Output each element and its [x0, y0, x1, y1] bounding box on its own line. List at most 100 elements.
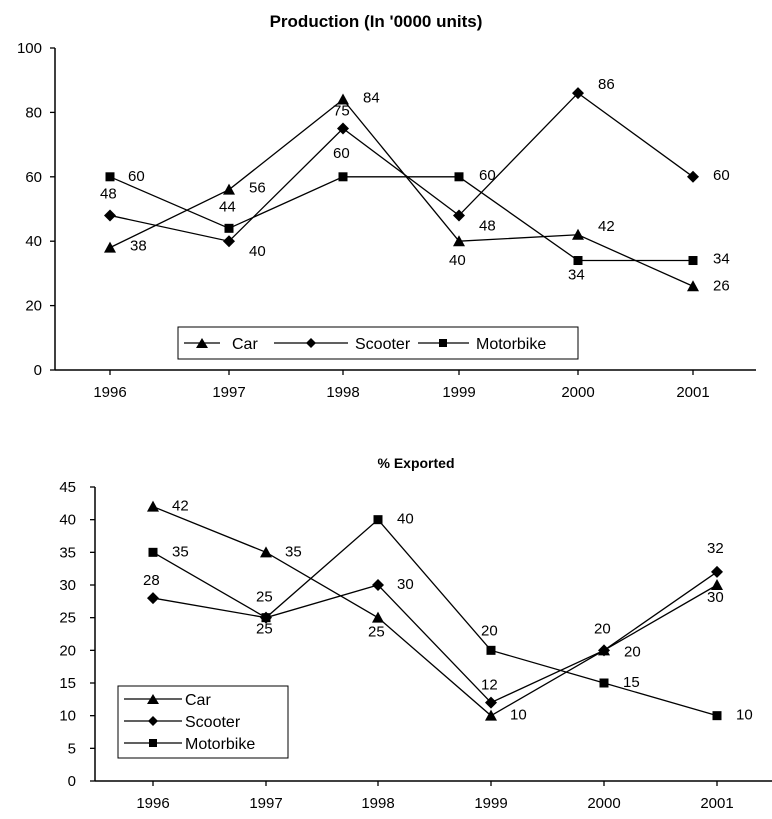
data-point-car [223, 183, 235, 195]
y-tick-label: 80 [25, 104, 42, 121]
legend-label-car: Car [232, 336, 258, 353]
y-tick-label: 40 [25, 233, 42, 250]
data-point-scooter [598, 644, 610, 657]
x-tick-label: 2000 [561, 384, 594, 401]
data-point-scooter [687, 170, 699, 183]
data-label-car: 40 [449, 252, 466, 269]
x-tick-label: 2001 [700, 795, 733, 812]
legend-marker-scooter [148, 716, 158, 726]
data-label-car: 10 [510, 707, 527, 724]
data-label-motorbike: 20 [481, 622, 498, 639]
data-label-car: 38 [130, 238, 147, 255]
data-point-car [337, 93, 349, 105]
series-line-motorbike [109, 176, 693, 262]
series-line-scooter [152, 571, 718, 704]
y-tick-label: 10 [59, 708, 76, 725]
series-line-motorbike [152, 518, 718, 717]
data-point-motorbike [105, 172, 115, 182]
data-point-motorbike [338, 172, 348, 182]
y-tick-label: 20 [25, 298, 42, 315]
legend-label-motorbike: Motorbike [476, 336, 546, 353]
data-point-scooter [572, 87, 584, 100]
data-label-motorbike: 10 [736, 707, 753, 724]
data-point-car [711, 579, 723, 590]
data-label-car: 35 [285, 543, 302, 560]
x-tick-label: 1996 [136, 795, 169, 812]
data-label-motorbike: 34 [713, 251, 730, 268]
legend-label-scooter: Scooter [355, 336, 411, 353]
legend-box [117, 685, 289, 759]
y-tick-label: 0 [68, 773, 76, 790]
data-label-motorbike: 40 [397, 511, 414, 528]
data-point-scooter [453, 209, 465, 222]
data-point-scooter [104, 209, 116, 222]
data-point-motorbike [573, 256, 583, 266]
data-point-scooter [337, 122, 349, 135]
data-point-motorbike [486, 645, 496, 655]
data-label-scooter: 32 [707, 540, 724, 557]
y-tick-label: 100 [17, 40, 42, 57]
data-label-scooter: 28 [143, 572, 160, 589]
chart-title: % Exported [377, 455, 454, 471]
legend-label-scooter: Scooter [185, 714, 241, 731]
y-tick-label: 5 [68, 740, 76, 757]
legend: Car Scooter Motorbike [177, 326, 579, 360]
data-point-scooter [485, 696, 497, 709]
data-label-scooter: 86 [598, 76, 615, 93]
data-point-car [260, 546, 272, 558]
y-tick-label: 30 [59, 577, 76, 594]
data-label-car: 42 [172, 498, 189, 515]
legend-box [177, 326, 579, 360]
data-label-motorbike: 60 [333, 145, 350, 162]
data-label-scooter: 48 [479, 217, 496, 234]
data-point-car [687, 280, 699, 292]
legend-marker-car [196, 338, 208, 348]
exported-chart: % Exported 0 5 10 15 20 25 30 35 40 45 1996 1997 199… [59, 455, 772, 812]
data-label-car: 42 [598, 218, 615, 235]
data-point-scooter [147, 592, 159, 605]
data-point-motorbike [712, 711, 722, 721]
data-label-car: 84 [363, 90, 380, 107]
data-label-scooter: 30 [397, 576, 414, 593]
data-label-scooter: 40 [249, 243, 266, 260]
data-label-motorbike: 60 [128, 168, 145, 185]
data-label-car: 26 [713, 277, 730, 294]
y-tick-label: 25 [59, 610, 76, 627]
y-tick-label: 15 [59, 675, 76, 692]
data-point-car [453, 235, 465, 247]
data-label-car: 20 [624, 643, 641, 660]
data-point-motorbike [599, 678, 609, 688]
x-tick-label: 1997 [212, 384, 245, 401]
y-tick-label: 35 [59, 544, 76, 561]
series-line-car [152, 505, 718, 717]
series-line-scooter [109, 92, 694, 242]
x-tick-label: 2000 [587, 795, 620, 812]
data-label-motorbike: 60 [479, 167, 496, 184]
y-tick-label: 40 [59, 512, 76, 529]
data-label-scooter: 25 [256, 589, 273, 606]
legend-label-motorbike: Motorbike [185, 736, 255, 753]
data-point-car [372, 611, 384, 623]
legend-marker-motorbike [439, 339, 447, 347]
data-point-motorbike [454, 172, 464, 182]
data-label-scooter: 48 [100, 185, 117, 202]
data-point-car [147, 500, 159, 512]
data-point-motorbike [224, 223, 234, 233]
data-label-car: 25 [368, 624, 385, 641]
data-point-motorbike [261, 613, 271, 623]
data-point-car [572, 228, 584, 240]
data-point-motorbike [688, 256, 698, 266]
data-label-motorbike: 15 [623, 674, 640, 691]
y-tick-label: 45 [59, 479, 76, 496]
y-tick-label: 0 [34, 362, 42, 379]
data-label-scooter: 60 [713, 167, 730, 184]
data-label-motorbike: 44 [219, 198, 236, 215]
data-point-motorbike [148, 547, 158, 557]
data-point-scooter [711, 565, 723, 578]
data-label-scooter: 75 [333, 103, 350, 120]
y-tick-label: 60 [25, 169, 42, 186]
legend-marker-scooter [306, 338, 316, 348]
data-label-scooter: 12 [481, 677, 498, 694]
data-label-scooter: 20 [594, 620, 611, 637]
